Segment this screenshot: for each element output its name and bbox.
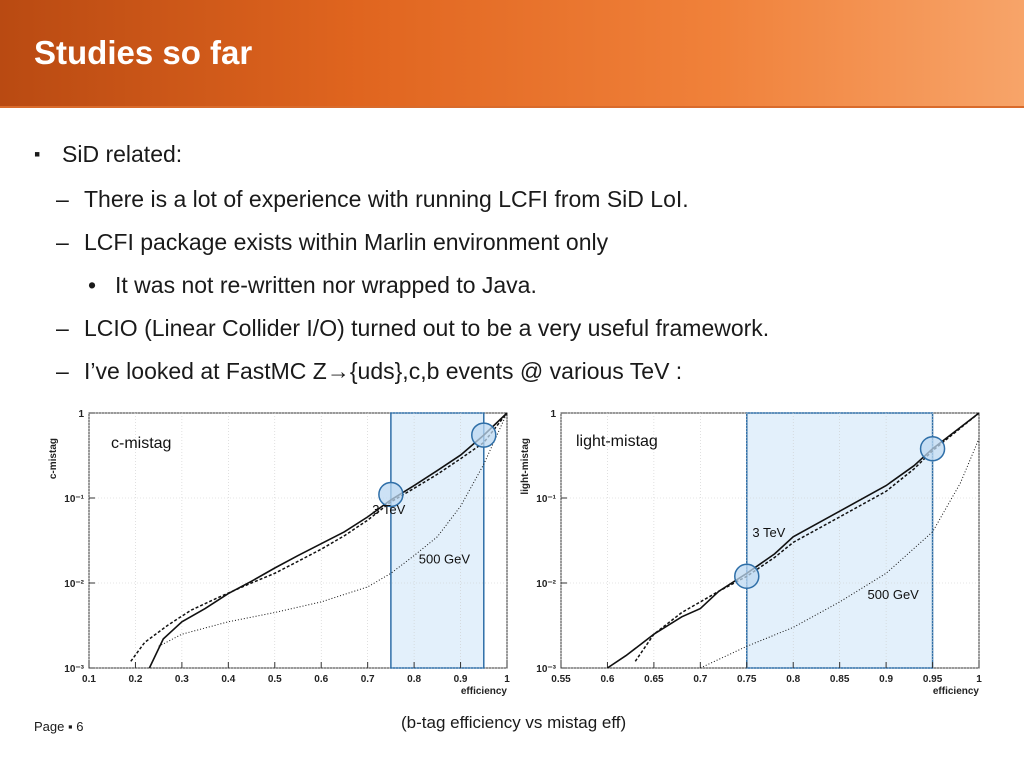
c-mistag-chart-svg: 0.1 0.2 0.3 0.4 0.5 0.6 0.7 0.8 0.9 1 1 10⁻¹ 10⁻² 10⁻… bbox=[48, 409, 510, 697]
page-number: Page ▪ 6 bbox=[34, 719, 84, 734]
x-tick-label: 0.6 bbox=[600, 674, 614, 685]
x-tick-label: 0.9 bbox=[879, 674, 893, 685]
x-tick-label: 0.4 bbox=[221, 674, 235, 685]
bullet-marker-dash: – bbox=[56, 229, 69, 255]
series-line-solid bbox=[606, 412, 980, 669]
x-tick-label: 0.9 bbox=[454, 674, 468, 685]
y-tick-label: 10⁻¹ bbox=[64, 494, 84, 505]
x-tick-label: 0.6 bbox=[314, 674, 328, 685]
x-tick-label: 0.8 bbox=[786, 674, 800, 685]
series-line-dashed bbox=[130, 412, 508, 662]
x-axis-label: efficiency bbox=[461, 686, 508, 697]
slide-title: Studies so far bbox=[34, 34, 253, 71]
highlight-circle bbox=[919, 435, 946, 462]
x-tick-label: 0.2 bbox=[128, 674, 142, 685]
curve-label: 3 TeV bbox=[372, 502, 405, 517]
x-tick-label: 0.1 bbox=[82, 674, 96, 685]
highlight-circle bbox=[734, 563, 760, 590]
bullet-lcfi-package: LCFI package exists within Marlin enviro… bbox=[84, 229, 609, 255]
y-tick-label: 10⁻² bbox=[64, 579, 84, 590]
curve-label: 500 GeV bbox=[419, 551, 471, 566]
curve-label: 3 TeV bbox=[752, 525, 785, 540]
series-line-dotted bbox=[158, 412, 508, 647]
x-tick-label: 0.5 bbox=[268, 674, 282, 685]
x-tick-label: 1 bbox=[504, 674, 510, 685]
bullet-marker-square: ▪ bbox=[34, 144, 41, 164]
y-tick-label: 1 bbox=[78, 409, 84, 420]
curve-label: 500 GeV bbox=[868, 587, 920, 602]
x-tick-label: 0.7 bbox=[361, 674, 375, 685]
series-line-dashed bbox=[634, 412, 980, 662]
y-tick-label: 10⁻³ bbox=[536, 664, 556, 675]
y-tick-label: 1 bbox=[550, 409, 556, 420]
light-mistag-chart: 0.55 0.6 0.65 0.7 0.75 0.8 0.85 0.9 0.95 1 1 10⁻¹ 10… bbox=[516, 400, 986, 700]
y-axis-label: c-mistag bbox=[48, 438, 59, 479]
series-line-dotted bbox=[700, 438, 980, 669]
efficiency-band bbox=[390, 412, 485, 669]
title-bar: Studies so far bbox=[0, 0, 1024, 106]
title-divider bbox=[0, 106, 1024, 108]
x-tick-label: 0.65 bbox=[644, 674, 664, 685]
bullet-not-rewritten: It was not re-written nor wrapped to Jav… bbox=[115, 272, 537, 298]
chart-annotation: light-mistag bbox=[576, 433, 658, 450]
x-tick-label: 0.95 bbox=[923, 674, 943, 685]
bullet-fastmc: I’ve looked at FastMC Z→{uds},c,b events… bbox=[84, 358, 683, 384]
y-tick-label: 10⁻³ bbox=[64, 664, 84, 675]
bullet-marker-dash: – bbox=[56, 186, 69, 212]
highlight-circle bbox=[378, 481, 404, 508]
bullet-marker-dash: – bbox=[56, 358, 69, 384]
chart-annotation: c-mistag bbox=[111, 435, 171, 452]
x-tick-label: 0.3 bbox=[175, 674, 189, 685]
x-tick-label: 0.85 bbox=[830, 674, 850, 685]
figure-caption: (b-tag efficiency vs mistag eff) bbox=[401, 713, 627, 732]
bullet-experience: There is a lot of experience with runnin… bbox=[84, 186, 689, 212]
x-tick-label: 0.8 bbox=[407, 674, 421, 685]
x-tick-label: 0.55 bbox=[551, 674, 571, 685]
x-axis-label: efficiency bbox=[933, 686, 980, 697]
series-line-solid bbox=[148, 412, 508, 669]
bullet-sid-related: SiD related: bbox=[62, 141, 183, 167]
x-tick-label: 1 bbox=[976, 674, 982, 685]
bullet-marker-dot: • bbox=[88, 272, 97, 298]
highlight-circle bbox=[471, 422, 497, 448]
x-tick-label: 0.75 bbox=[737, 674, 757, 685]
c-mistag-chart: 0.1 0.2 0.3 0.4 0.5 0.6 0.7 0.8 0.9 1 1 10⁻¹ 10⁻² 10⁻… bbox=[44, 400, 514, 700]
y-tick-label: 10⁻² bbox=[536, 579, 556, 590]
x-tick-label: 0.7 bbox=[693, 674, 707, 685]
y-axis-label: light-mistag bbox=[520, 438, 531, 495]
y-tick-label: 10⁻¹ bbox=[536, 494, 556, 505]
light-mistag-chart-svg: 0.55 0.6 0.65 0.7 0.75 0.8 0.85 0.9 0.95 1 1 10⁻¹ 10… bbox=[520, 409, 982, 697]
bullet-lcio: LCIO (Linear Collider I/O) turned out to… bbox=[84, 315, 770, 341]
bullet-marker-dash: – bbox=[56, 315, 69, 341]
